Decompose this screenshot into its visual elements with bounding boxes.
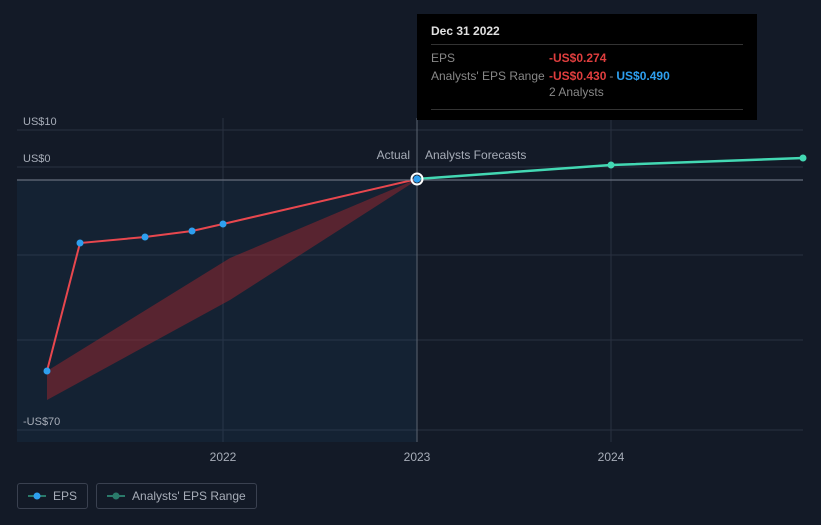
tooltip-row: Analysts' EPS Range-US$0.430 - US$0.490 — [431, 67, 743, 85]
actual-label: Actual — [377, 148, 410, 162]
legend-swatch-icon — [107, 491, 125, 501]
y-tick-label: US$10 — [23, 116, 57, 128]
x-tick-label: 2023 — [404, 450, 431, 464]
hover-tooltip: Dec 31 2022 EPS-US$0.274Analysts' EPS Ra… — [417, 14, 757, 120]
x-tick-label: 2024 — [598, 450, 625, 464]
tooltip-row-label: Analysts' EPS Range — [431, 69, 549, 83]
y-tick-label: US$0 — [23, 153, 51, 165]
forecast-label: Analysts Forecasts — [425, 148, 526, 162]
tooltip-value-separator: - — [609, 69, 613, 83]
tooltip-row: EPS-US$0.274 — [431, 49, 743, 67]
chart-legend: EPS Analysts' EPS Range — [17, 483, 257, 509]
tooltip-row-label: EPS — [431, 51, 549, 65]
legend-label: EPS — [53, 489, 77, 503]
legend-swatch-icon — [28, 491, 46, 501]
tooltip-analyst-count: 2 Analysts — [431, 85, 743, 99]
tooltip-divider — [431, 109, 743, 110]
y-tick-label: -US$70 — [23, 416, 60, 428]
legend-label: Analysts' EPS Range — [132, 489, 246, 503]
legend-item[interactable]: Analysts' EPS Range — [96, 483, 257, 509]
tooltip-value-negative: -US$0.430 — [549, 69, 606, 83]
x-tick-label: 2022 — [210, 450, 237, 464]
tooltip-value-negative: -US$0.274 — [549, 51, 606, 65]
eps-chart: US$10 US$0 -US$70 2022 2023 2024 Actual Anal… — [0, 0, 821, 520]
tooltip-value-positive: US$0.490 — [616, 69, 669, 83]
tooltip-date: Dec 31 2022 — [431, 24, 743, 45]
legend-item[interactable]: EPS — [17, 483, 88, 509]
